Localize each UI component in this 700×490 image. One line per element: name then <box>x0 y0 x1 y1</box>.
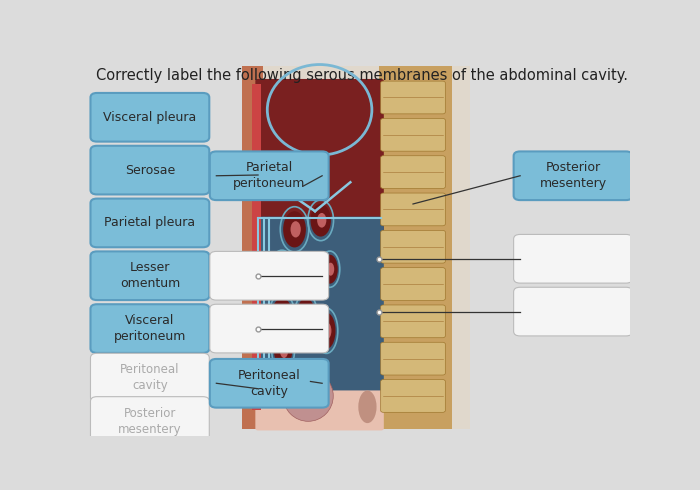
Ellipse shape <box>322 255 338 284</box>
Text: Peritoneal
cavity: Peritoneal cavity <box>120 363 180 392</box>
Text: Posterior
mesentery: Posterior mesentery <box>540 161 607 190</box>
FancyBboxPatch shape <box>381 156 445 189</box>
Text: Lesser
omentum: Lesser omentum <box>120 261 180 290</box>
FancyBboxPatch shape <box>379 66 452 429</box>
FancyBboxPatch shape <box>90 353 209 402</box>
Ellipse shape <box>280 343 288 358</box>
FancyBboxPatch shape <box>381 343 445 375</box>
FancyBboxPatch shape <box>90 251 209 300</box>
FancyBboxPatch shape <box>514 151 632 200</box>
Ellipse shape <box>302 307 311 322</box>
Ellipse shape <box>358 391 377 423</box>
Text: Visceral
peritoneum: Visceral peritoneum <box>113 314 186 343</box>
Ellipse shape <box>272 298 292 331</box>
Ellipse shape <box>272 255 292 291</box>
Ellipse shape <box>311 204 331 237</box>
Text: Serosae: Serosae <box>125 164 175 176</box>
FancyBboxPatch shape <box>210 251 328 300</box>
FancyBboxPatch shape <box>90 146 209 195</box>
Ellipse shape <box>317 313 335 349</box>
Ellipse shape <box>307 267 316 282</box>
FancyBboxPatch shape <box>381 305 445 338</box>
Text: Parietal pleura: Parietal pleura <box>104 217 195 229</box>
FancyBboxPatch shape <box>210 304 328 353</box>
FancyBboxPatch shape <box>381 380 445 412</box>
FancyBboxPatch shape <box>90 93 209 142</box>
FancyBboxPatch shape <box>90 304 209 353</box>
FancyBboxPatch shape <box>381 193 445 226</box>
Ellipse shape <box>283 211 306 247</box>
Ellipse shape <box>283 370 333 421</box>
Ellipse shape <box>302 258 320 291</box>
Text: Visceral pleura: Visceral pleura <box>104 111 197 124</box>
Ellipse shape <box>317 213 326 228</box>
Ellipse shape <box>274 334 292 367</box>
FancyBboxPatch shape <box>210 151 328 200</box>
FancyBboxPatch shape <box>242 66 262 429</box>
FancyBboxPatch shape <box>514 287 632 336</box>
Text: Parietal
peritoneum: Parietal peritoneum <box>233 161 305 190</box>
FancyBboxPatch shape <box>210 359 328 408</box>
FancyBboxPatch shape <box>381 119 445 151</box>
FancyBboxPatch shape <box>90 397 209 445</box>
FancyBboxPatch shape <box>381 81 445 114</box>
FancyBboxPatch shape <box>90 198 209 247</box>
Ellipse shape <box>297 298 315 331</box>
Ellipse shape <box>327 263 334 276</box>
Ellipse shape <box>290 221 301 238</box>
FancyBboxPatch shape <box>242 66 470 429</box>
Ellipse shape <box>279 265 288 281</box>
Ellipse shape <box>323 322 331 339</box>
FancyBboxPatch shape <box>381 230 445 263</box>
Text: Peritoneal
cavity: Peritoneal cavity <box>238 369 300 398</box>
Ellipse shape <box>279 307 288 322</box>
Text: Posterior
mesentery: Posterior mesentery <box>118 407 182 436</box>
FancyBboxPatch shape <box>256 79 384 242</box>
FancyBboxPatch shape <box>256 391 384 430</box>
FancyBboxPatch shape <box>256 217 384 401</box>
FancyBboxPatch shape <box>253 84 260 411</box>
FancyBboxPatch shape <box>381 268 445 300</box>
Text: Correctly label the following serous membranes of the abdominal cavity.: Correctly label the following serous mem… <box>96 68 628 83</box>
FancyBboxPatch shape <box>514 234 632 283</box>
